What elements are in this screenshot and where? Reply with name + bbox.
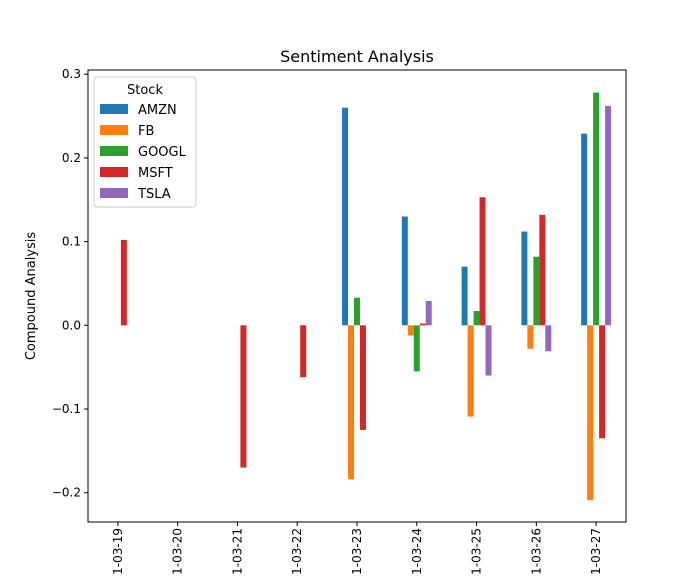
bar-googl-1-03-23: [354, 297, 360, 326]
x-tick-label: 1-03-19: [111, 528, 125, 575]
x-axis-ticks: 1-03-19 1-03-20 1-03-21 1-03-22 1-03-23 1-03-…: [111, 522, 603, 575]
y-tick-label: −0.1: [52, 402, 81, 416]
bar-tsla-1-03-24: [425, 301, 432, 326]
x-tick-label: 1-03-27: [589, 528, 603, 575]
bar-amzn-1-03-27: [581, 133, 588, 326]
legend-swatch-msft: [100, 167, 128, 177]
legend-swatch-googl: [100, 146, 128, 156]
x-tick-label: 1-03-24: [410, 528, 424, 575]
x-tick-label: 1-03-22: [290, 528, 304, 575]
legend-swatch-fb: [100, 125, 128, 135]
bar-googl-1-03-24: [413, 325, 420, 372]
legend-label-msft: MSFT: [138, 166, 173, 181]
bar-msft-1-03-27: [599, 325, 606, 439]
plot-area-frame: [87, 69, 627, 523]
bar-tsla-1-03-25: [485, 325, 492, 376]
bar-fb-1-03-23: [348, 325, 355, 480]
legend-swatch-amzn: [100, 104, 128, 114]
bar-amzn-1-03-25: [461, 266, 468, 326]
chart-title: Sentiment Analysis: [280, 47, 434, 66]
legend-label-fb: FB: [138, 124, 154, 139]
bar-msft-1-03-22: [300, 325, 307, 378]
bar-fb-1-03-24: [407, 325, 414, 336]
legend-label-tsla: TSLA: [137, 187, 171, 202]
x-tick-label: 1-03-23: [350, 528, 364, 575]
bar-googl-1-03-26: [533, 256, 540, 326]
y-tick-label: 0.1: [62, 235, 81, 249]
y-tick-label: 0.2: [62, 151, 81, 165]
bar-msft-1-03-21: [240, 325, 247, 468]
x-tick-label: 1-03-25: [470, 528, 484, 575]
bar-tsla-1-03-27: [605, 105, 612, 326]
legend-title: Stock: [127, 83, 163, 98]
x-tick-label: 1-03-26: [529, 528, 543, 575]
bar-googl-1-03-25: [473, 311, 480, 326]
x-tick-label: 1-03-21: [230, 528, 244, 575]
legend-label-amzn: AMZN: [138, 103, 177, 118]
bar-msft-1-03-23: [359, 325, 366, 430]
bar-googl-1-03-27: [593, 92, 600, 326]
y-tick-label: −0.2: [52, 486, 81, 500]
bar-msft-1-03-26: [539, 214, 546, 326]
bar-msft-1-03-25: [479, 197, 486, 326]
bar-fb-1-03-25: [467, 325, 474, 417]
x-tick-label: 1-03-20: [171, 528, 185, 575]
bar-msft-1-03-24: [419, 323, 426, 326]
bar-tsla-1-03-26: [545, 325, 552, 352]
legend-label-googl: GOOGL: [138, 145, 187, 160]
bar-fb-1-03-26: [527, 325, 534, 349]
y-axis-label: Compound Analysis: [24, 232, 39, 361]
bars-layer: [120, 92, 612, 501]
bar-amzn-1-03-24: [401, 216, 408, 326]
bar-fb-1-03-27: [587, 325, 594, 501]
bar-amzn-1-03-23: [342, 107, 349, 326]
legend: Stock AMZN FB GOOGL MSFT TSLA: [93, 76, 197, 208]
bar-msft-1-03-19: [120, 239, 127, 326]
bar-amzn-1-03-26: [521, 231, 528, 326]
y-tick-label: 0.3: [62, 67, 81, 81]
y-tick-label: 0.0: [62, 318, 81, 332]
legend-swatch-tsla: [100, 188, 128, 198]
y-axis-ticks: −0.2 −0.1 0.0 0.1 0.2 0.3: [52, 67, 88, 500]
